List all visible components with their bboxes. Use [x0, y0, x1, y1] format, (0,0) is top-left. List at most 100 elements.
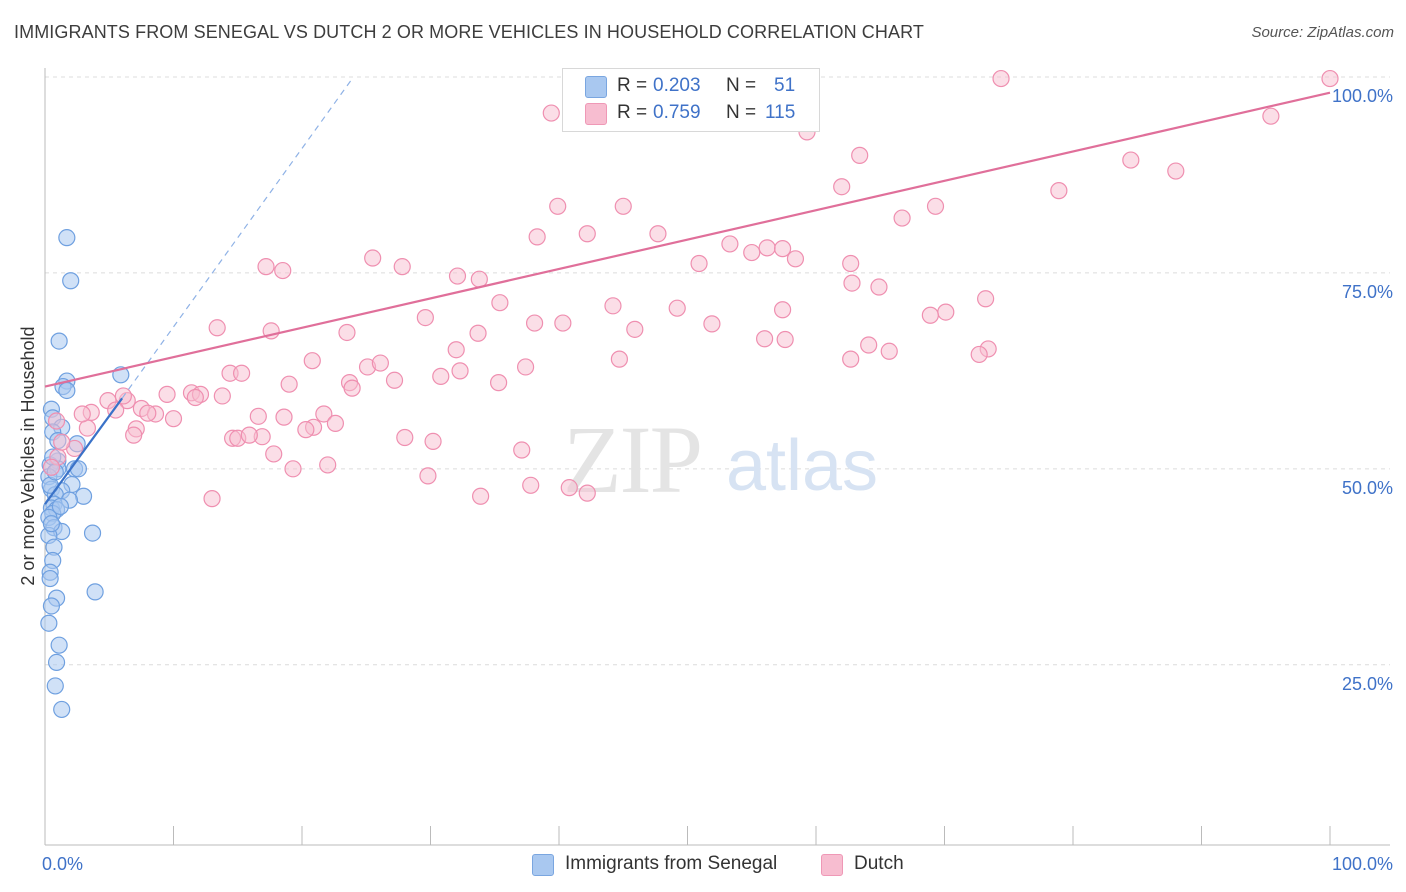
data-point-dutch — [233, 364, 251, 382]
data-point-dutch — [125, 426, 143, 444]
data-point-senegal — [51, 497, 70, 516]
data-point-dutch — [528, 228, 546, 246]
data-point-dutch — [343, 379, 361, 397]
trend-lines — [44, 76, 1331, 505]
data-point-dutch — [755, 330, 774, 348]
data-point-dutch — [53, 433, 71, 451]
data-point-dutch — [203, 490, 221, 508]
data-point-dutch — [249, 407, 267, 425]
trend-line-senegal — [44, 397, 123, 505]
data-point-senegal — [58, 381, 76, 400]
x-tick-label: 0.0% — [42, 854, 83, 874]
data-point-dutch — [158, 385, 176, 403]
data-point-dutch — [604, 297, 622, 315]
data-point-dutch — [893, 209, 911, 227]
y-axis-title: 2 or more Vehicles in Household — [18, 326, 38, 585]
data-point-dutch — [416, 308, 434, 327]
data-point-dutch — [773, 240, 792, 258]
data-point-dutch — [626, 320, 644, 338]
data-point-senegal — [74, 487, 93, 505]
data-point-dutch — [319, 456, 337, 474]
data-point-dutch — [371, 354, 389, 372]
y-tick-label: 50.0% — [1342, 478, 1393, 498]
data-point-dutch — [424, 432, 442, 451]
legend-r-value: 0.203 — [653, 75, 701, 96]
legend-swatch-senegal — [585, 76, 607, 98]
watermark-atlas: atlas — [726, 426, 878, 506]
data-point-dutch — [419, 467, 437, 485]
legend-swatch-dutch — [585, 103, 607, 125]
legend-n-value: 51 — [774, 75, 796, 96]
legend-label-dutch: Dutch — [854, 853, 904, 874]
data-point-dutch — [970, 345, 988, 364]
data-point-dutch — [73, 405, 91, 423]
data-point-dutch — [447, 341, 465, 359]
trend-line-senegal-extended — [121, 76, 354, 399]
x-tick-label: 100.0% — [1332, 854, 1393, 874]
y-tick-label: 100.0% — [1332, 86, 1393, 106]
data-point-senegal — [62, 272, 80, 290]
watermark: ZIP atlas — [563, 406, 878, 513]
data-point-dutch — [284, 460, 302, 478]
data-point-dutch — [690, 254, 708, 273]
data-point-senegal — [42, 515, 61, 533]
data-point-dutch — [303, 352, 321, 370]
legend-n-label: N = — [726, 102, 757, 123]
data-point-dutch — [257, 258, 275, 276]
data-point-dutch — [280, 375, 298, 393]
legend-n-label: N = — [726, 75, 757, 96]
chart-title: IMMIGRANTS FROM SENEGAL VS DUTCH 2 OR MO… — [14, 22, 924, 42]
legend-swatch-senegal — [532, 854, 554, 876]
data-point-dutch — [937, 303, 955, 321]
data-point-dutch — [297, 421, 315, 439]
data-point-dutch — [1321, 69, 1339, 88]
y-tick-label: 25.0% — [1342, 674, 1393, 694]
data-point-dutch — [393, 258, 411, 276]
data-point-dutch — [542, 104, 560, 122]
data-point-senegal — [47, 653, 66, 672]
data-point-dutch — [926, 197, 945, 215]
data-point-dutch — [516, 358, 535, 376]
data-point-dutch — [549, 197, 567, 215]
data-point-dutch — [274, 261, 292, 280]
data-point-dutch — [470, 270, 488, 288]
data-point-dutch — [614, 197, 632, 215]
data-point-senegal — [69, 460, 88, 478]
data-point-dutch — [525, 314, 544, 332]
data-point-dutch — [921, 306, 939, 324]
data-point-dutch — [773, 301, 792, 319]
data-point-dutch — [1167, 162, 1185, 180]
data-point-dutch — [786, 250, 805, 268]
data-point-dutch — [560, 479, 578, 497]
data-point-senegal — [50, 636, 68, 654]
data-point-dutch — [42, 458, 61, 476]
data-point-dutch — [164, 410, 183, 428]
data-point-dutch — [1050, 182, 1068, 200]
series-legend: Immigrants from Senegal Dutch — [0, 852, 1406, 878]
data-point-dutch — [491, 294, 509, 312]
data-point-senegal — [86, 583, 104, 601]
data-point-dutch — [208, 319, 226, 337]
legend-row-dutch: R = 0.759 N = 115 — [563, 100, 819, 126]
data-point-dutch — [977, 290, 995, 308]
data-point-senegal — [41, 569, 59, 588]
legend-r-label: R = — [617, 102, 648, 123]
data-point-dutch — [843, 274, 861, 292]
data-point-dutch — [880, 342, 898, 360]
data-point-dutch — [490, 374, 508, 392]
data-point-dutch — [240, 426, 258, 444]
data-point-dutch — [649, 225, 667, 243]
data-point-dutch — [432, 367, 450, 385]
stats-legend: R = 0.203 N = 51 R = 0.759 N = 115 — [562, 68, 820, 132]
data-point-dutch — [842, 350, 860, 368]
data-point-senegal — [42, 597, 61, 615]
data-point-senegal — [83, 524, 102, 542]
data-point-dutch — [860, 336, 878, 354]
data-point-dutch — [448, 267, 467, 285]
data-point-senegal — [40, 614, 58, 632]
data-point-senegal — [50, 332, 68, 350]
legend-n-value: 115 — [765, 102, 796, 123]
data-point-senegal — [46, 677, 64, 695]
data-point-dutch — [522, 476, 540, 494]
